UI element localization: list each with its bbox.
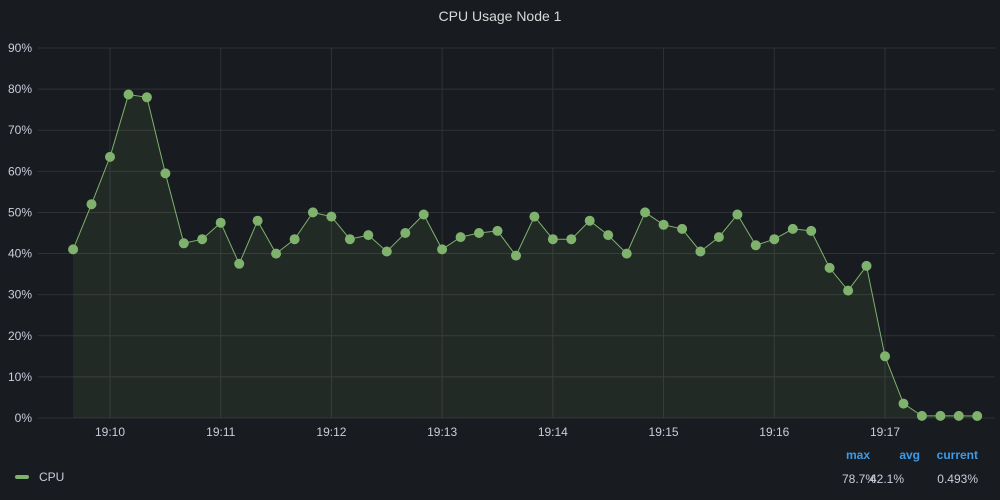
legend-value-avg: 42.1% [844,472,904,486]
y-tick-label: 20% [8,329,32,343]
data-point[interactable] [68,244,78,254]
legend-item-cpu[interactable]: CPU [15,470,64,484]
data-point[interactable] [363,230,373,240]
data-point[interactable] [585,216,595,226]
data-point[interactable] [880,351,890,361]
data-point[interactable] [529,212,539,222]
data-point[interactable] [751,240,761,250]
legend-header-avg[interactable]: avg [860,448,920,462]
data-point[interactable] [843,286,853,296]
data-point[interactable] [437,244,447,254]
data-point[interactable] [972,411,982,421]
series-area-fill [73,95,977,419]
x-tick-label: 19:15 [649,425,679,439]
y-tick-label: 50% [8,205,32,219]
data-point[interactable] [142,92,152,102]
data-point[interactable] [769,234,779,244]
data-point[interactable] [862,261,872,271]
data-point[interactable] [345,234,355,244]
legend-value-current: 0.493% [918,472,978,486]
data-point[interactable] [216,218,226,228]
data-point[interactable] [290,234,300,244]
y-tick-label: 70% [8,123,32,137]
data-point[interactable] [234,259,244,269]
data-point[interactable] [493,226,503,236]
x-tick-label: 19:16 [759,425,789,439]
data-point[interactable] [954,411,964,421]
data-point[interactable] [326,212,336,222]
x-tick-label: 19:12 [316,425,346,439]
data-point[interactable] [640,207,650,217]
legend-header-current[interactable]: current [918,448,978,462]
data-point[interactable] [253,216,263,226]
data-point[interactable] [788,224,798,234]
data-point[interactable] [825,263,835,273]
y-tick-label: 40% [8,247,32,261]
data-point[interactable] [87,199,97,209]
x-tick-label: 19:17 [870,425,900,439]
chart-area[interactable]: 0% 10% 20% 30% 40% 50% 60% 70% 80% 90% 19:10 19:11 1… [0,0,1000,440]
data-point[interactable] [456,232,466,242]
data-point[interactable] [382,247,392,257]
data-point[interactable] [419,210,429,220]
data-point[interactable] [622,249,632,259]
data-point[interactable] [566,234,576,244]
data-point[interactable] [806,226,816,236]
y-tick-label: 10% [8,370,32,384]
y-tick-label: 0% [15,411,33,425]
data-point[interactable] [160,168,170,178]
data-point[interactable] [935,411,945,421]
x-tick-label: 19:13 [427,425,457,439]
y-tick-label: 30% [8,288,32,302]
y-tick-label: 80% [8,82,32,96]
data-point[interactable] [548,234,558,244]
legend: max avg current CPU 78.7% 42.1% 0.493% [0,440,1000,500]
data-point[interactable] [695,247,705,257]
data-point[interactable] [603,230,613,240]
data-point[interactable] [308,207,318,217]
data-point[interactable] [400,228,410,238]
data-point[interactable] [179,238,189,248]
y-tick-label: 60% [8,164,32,178]
x-tick-label: 19:10 [95,425,125,439]
x-tick-label: 19:11 [206,425,235,439]
data-point[interactable] [511,251,521,261]
data-point[interactable] [677,224,687,234]
series-color-swatch[interactable] [15,475,29,479]
data-point[interactable] [659,220,669,230]
data-point[interactable] [271,249,281,259]
data-point[interactable] [732,210,742,220]
data-point[interactable] [197,234,207,244]
data-point[interactable] [899,399,909,409]
data-point[interactable] [124,90,134,100]
legend-item-label: CPU [39,470,64,484]
x-tick-label: 19:14 [538,425,568,439]
y-tick-label: 90% [8,41,32,55]
series-layer [68,90,982,422]
data-point[interactable] [105,152,115,162]
data-point[interactable] [714,232,724,242]
data-point[interactable] [917,411,927,421]
data-point[interactable] [474,228,484,238]
